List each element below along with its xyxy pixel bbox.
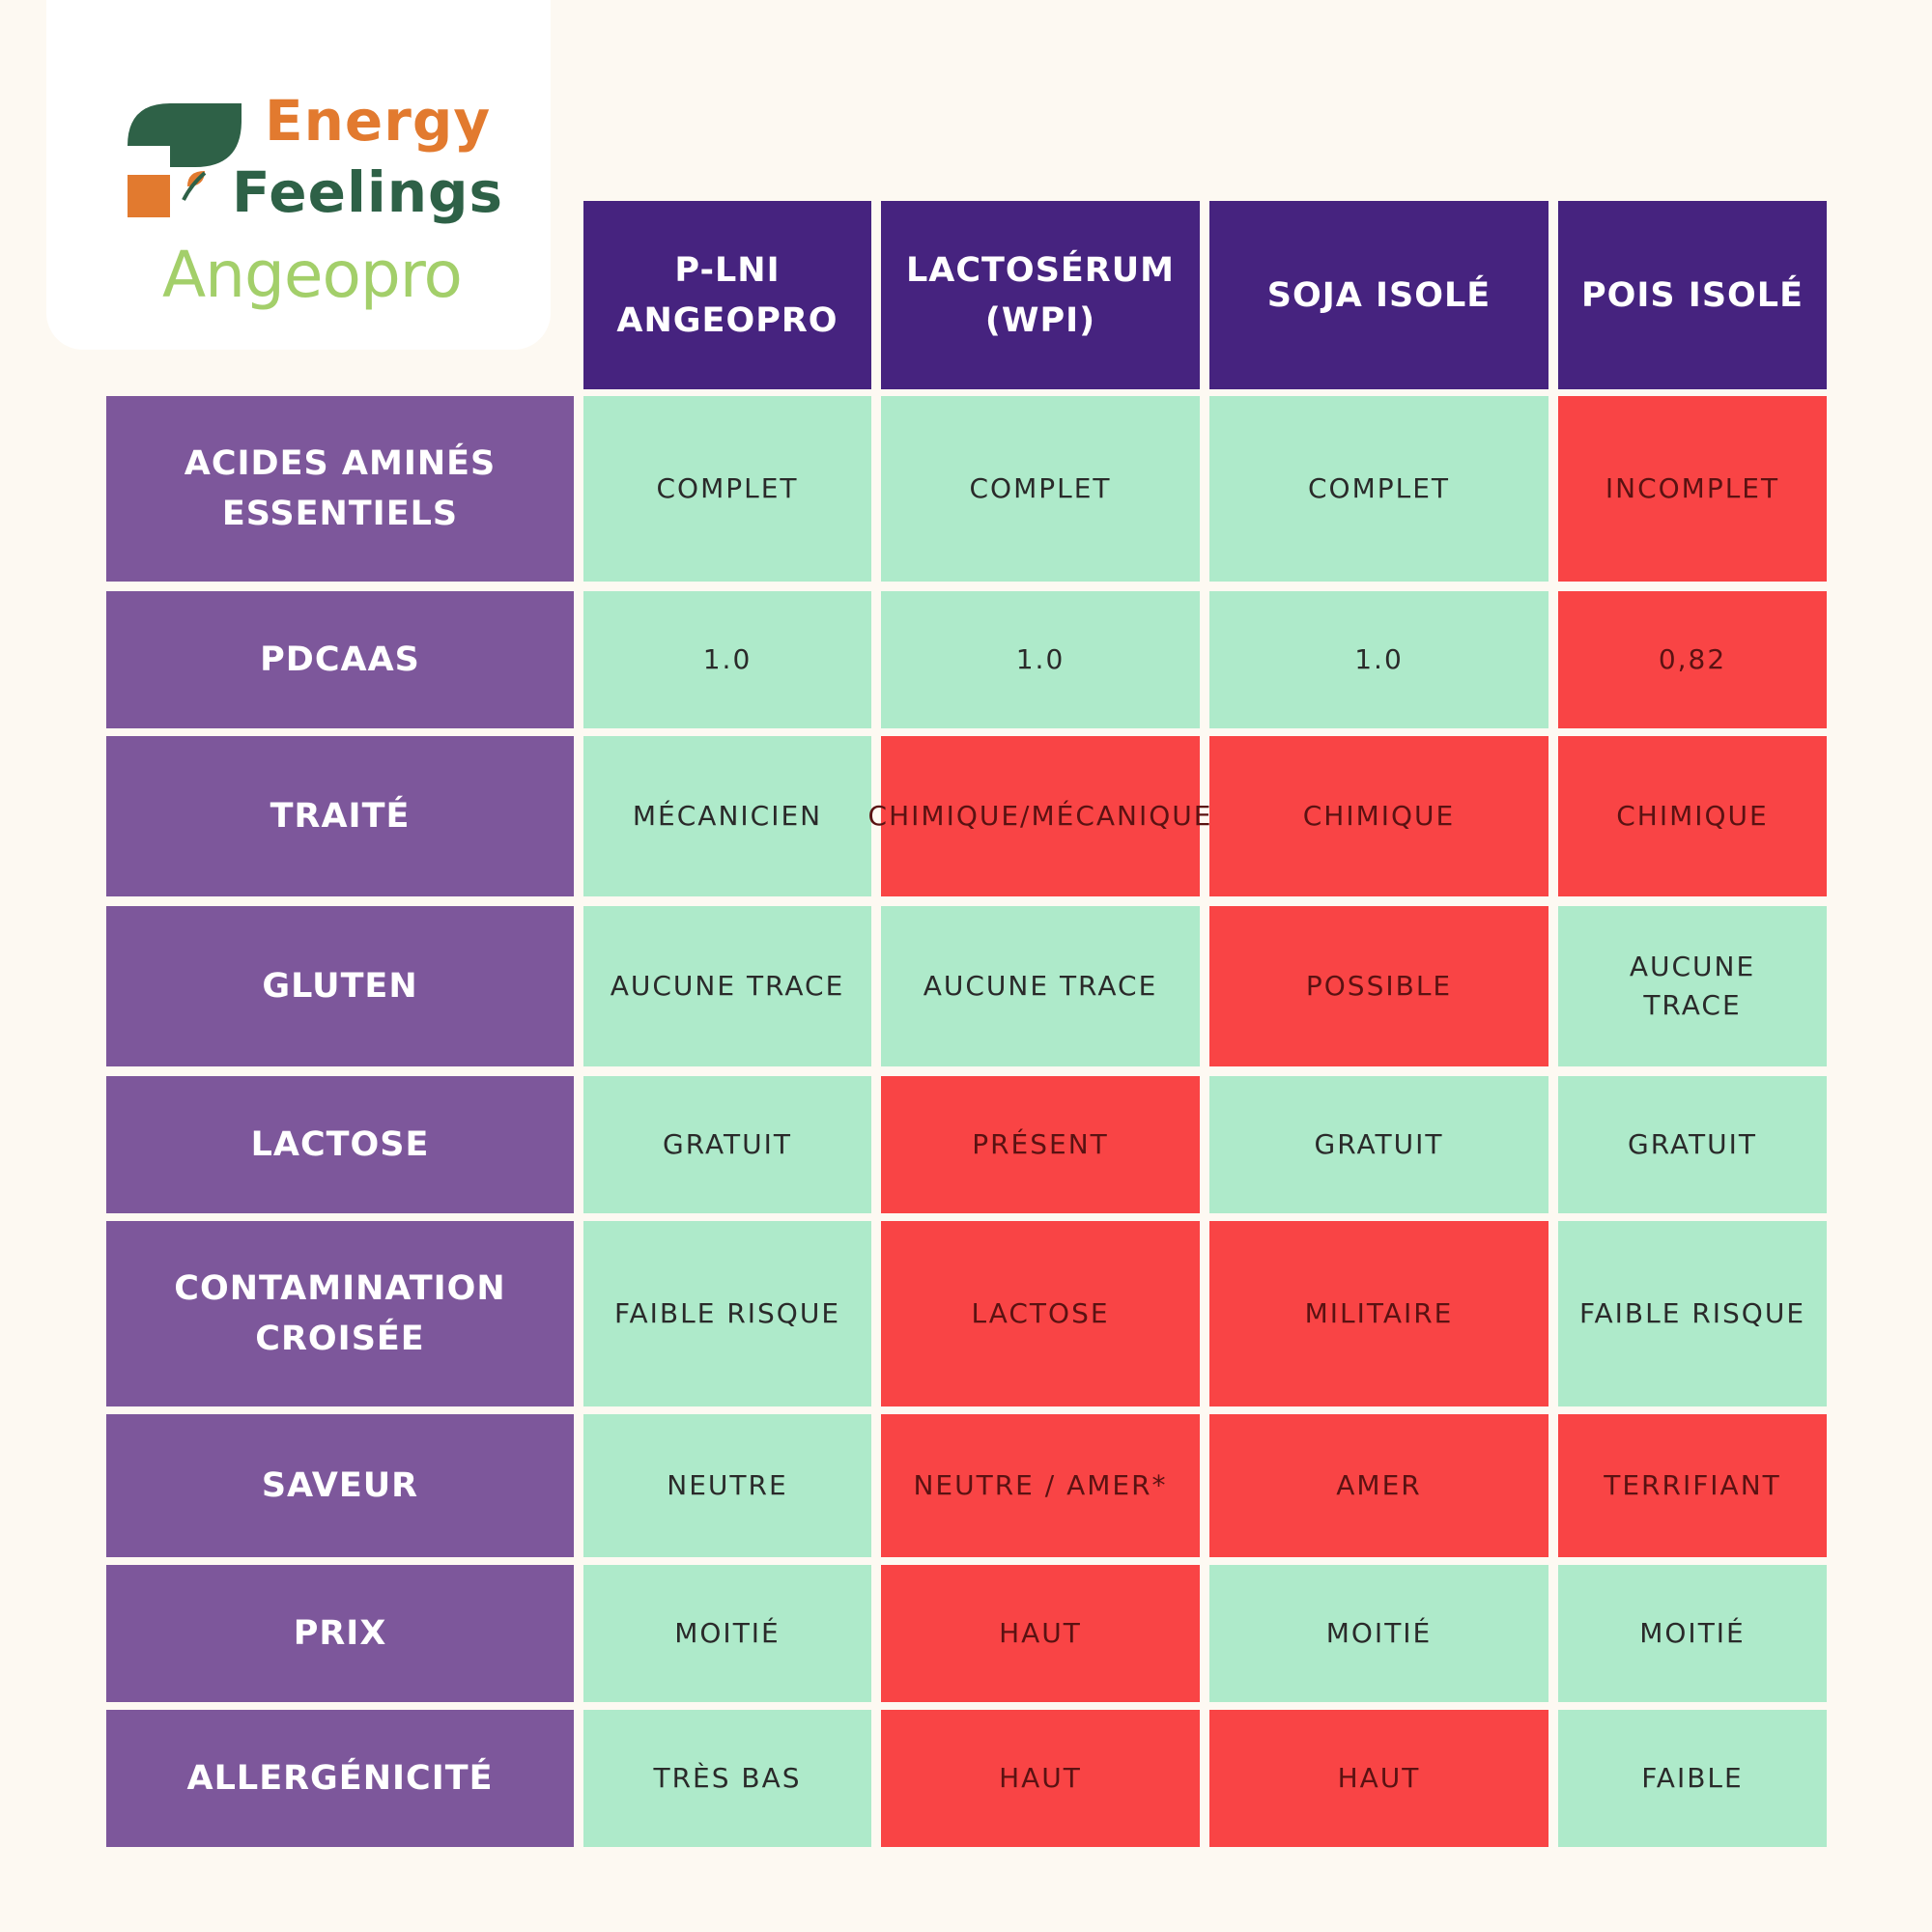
table-cell: PRÉSENT	[881, 1076, 1200, 1213]
table-cell: HAUT	[1209, 1710, 1548, 1847]
logo-text-feelings: Feelings	[232, 159, 504, 225]
table-cell: MOITIÉ	[1209, 1565, 1548, 1702]
table-cell: AUCUNE TRACE	[1558, 906, 1827, 1066]
row-header: LACTOSE	[106, 1076, 574, 1213]
table-cell: HAUT	[881, 1565, 1200, 1702]
row-header: ALLERGÉNICITÉ	[106, 1710, 574, 1847]
table-cell: MOITIÉ	[583, 1565, 871, 1702]
table-cell: 1.0	[881, 591, 1200, 728]
column-header: LACTOSÉRUM (WPI)	[881, 201, 1200, 389]
table-cell: MOITIÉ	[1558, 1565, 1827, 1702]
table-cell: CHIMIQUE	[1209, 736, 1548, 896]
table-cell: 0,82	[1558, 591, 1827, 728]
row-header: GLUTEN	[106, 906, 574, 1066]
table-cell: FAIBLE RISQUE	[1558, 1221, 1827, 1406]
table-cell: LACTOSE	[881, 1221, 1200, 1406]
column-header: SOJA ISOLÉ	[1209, 201, 1548, 389]
table-cell: AUCUNE TRACE	[583, 906, 871, 1066]
column-header: P-LNI ANGEOPRO	[583, 201, 871, 389]
table-cell: GRATUIT	[1209, 1076, 1548, 1213]
row-header: CONTAMINATION CROISÉE	[106, 1221, 574, 1406]
table-cell: NEUTRE	[583, 1414, 871, 1557]
table-cell: POSSIBLE	[1209, 906, 1548, 1066]
table-cell: GRATUIT	[1558, 1076, 1827, 1213]
table-cell: MILITAIRE	[1209, 1221, 1548, 1406]
table-cell: AUCUNE TRACE	[881, 906, 1200, 1066]
table-cell: 1.0	[1209, 591, 1548, 728]
table-cell: CHIMIQUE	[1558, 736, 1827, 896]
table-cell: FAIBLE	[1558, 1710, 1827, 1847]
logo-brand-angeopro: Angeopro	[162, 238, 463, 312]
table-cell: FAIBLE RISQUE	[583, 1221, 871, 1406]
table-cell: COMPLET	[881, 396, 1200, 582]
table-cell: HAUT	[881, 1710, 1200, 1847]
table-cell: TRÈS BAS	[583, 1710, 871, 1847]
table-cell: MÉCANICIEN	[583, 736, 871, 896]
table-cell: GRATUIT	[583, 1076, 871, 1213]
row-header: SAVEUR	[106, 1414, 574, 1557]
row-header: PDCAAS	[106, 591, 574, 728]
table-cell: NEUTRE / AMER*	[881, 1414, 1200, 1557]
leaf-logo-icon	[128, 103, 242, 217]
row-header: PRIX	[106, 1565, 574, 1702]
logo-text-energy: Energy	[265, 88, 492, 154]
row-header: TRAITÉ	[106, 736, 574, 896]
column-header: POIS ISOLÉ	[1558, 201, 1827, 389]
table-cell: CHIMIQUE/MÉCANIQUE	[868, 736, 1210, 896]
table-cell: COMPLET	[1209, 396, 1548, 582]
table-cell: 1.0	[583, 591, 871, 728]
table-cell: TERRIFIANT	[1558, 1414, 1827, 1557]
table-cell: AMER	[1209, 1414, 1548, 1557]
table-cell: INCOMPLET	[1558, 396, 1827, 582]
table-cell: COMPLET	[583, 396, 871, 582]
row-header: ACIDES AMINÉS ESSENTIELS	[106, 396, 574, 582]
